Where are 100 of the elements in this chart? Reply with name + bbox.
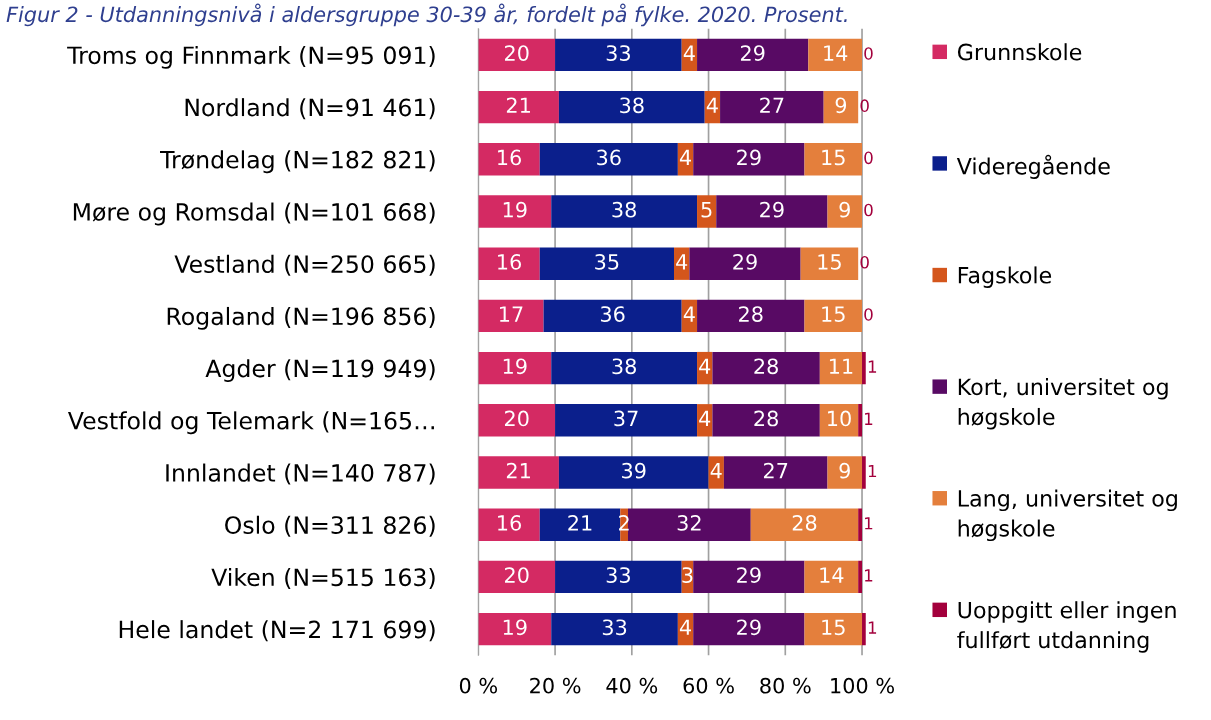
bar: [478, 90, 559, 124]
y-tick-label: Vestfold og Telemark (N=165…: [67, 411, 434, 435]
bar: [693, 612, 805, 646]
legend-label: Uoppgitt eller ingen fullført utdanning: [957, 601, 1176, 653]
data-label: 19: [503, 201, 527, 218]
bar: [712, 351, 820, 385]
bar: [804, 560, 859, 594]
data-label: 38: [620, 97, 644, 114]
bar: [543, 299, 682, 333]
data-label: 37: [614, 410, 638, 427]
bar: [819, 351, 863, 385]
bar: [697, 38, 809, 72]
bar: [478, 612, 552, 646]
data-label: 5: [701, 202, 712, 218]
data-label: 15: [822, 619, 845, 636]
data-label: 15: [818, 254, 841, 270]
data-label: 29: [737, 619, 761, 636]
data-label: 4: [706, 97, 718, 113]
bar: [804, 299, 863, 333]
y-tick-label: Nordland (N=91 461): [185, 98, 435, 120]
data-label: 16: [498, 149, 521, 166]
data-label: 29: [737, 567, 761, 583]
bar: [808, 38, 863, 72]
x-tick-label: 60 %: [683, 677, 734, 694]
data-label: 36: [600, 306, 625, 322]
data-label: 33: [602, 619, 627, 636]
legend-label: Videregående: [956, 154, 1110, 179]
bar: [720, 90, 824, 124]
data-label: 9: [839, 201, 850, 218]
x-tick-label: 40 %: [606, 677, 658, 694]
bar: [551, 195, 698, 228]
data-label: 3: [682, 567, 693, 583]
data-label: 0: [864, 151, 873, 165]
data-label: 15: [822, 149, 845, 166]
x-tick-label: 20 %: [530, 677, 581, 694]
bar: [551, 351, 698, 385]
chart-title: Figur 2 - Utdanningsnivå i aldersgruppe 30-39 år, fordelt på fylke. 2020. Prosent.: [6, 3, 847, 27]
data-label: 21: [568, 514, 592, 531]
data-label: 27: [760, 97, 784, 113]
data-label: 28: [739, 306, 763, 322]
data-label: 33: [606, 567, 630, 583]
bar: [858, 404, 863, 437]
data-label: 4: [683, 306, 695, 322]
bar: [478, 560, 556, 594]
data-label: 4: [676, 254, 688, 270]
data-label: 11: [829, 358, 853, 374]
bar: [539, 247, 675, 280]
bar: [555, 560, 682, 594]
data-label: 29: [733, 253, 757, 270]
bar: [478, 195, 552, 228]
data-label: 4: [699, 410, 711, 427]
data-label: 32: [677, 514, 701, 531]
x-tick-label: 0 %: [459, 677, 498, 694]
data-label: 0: [864, 308, 873, 321]
data-label: 0: [860, 99, 869, 112]
bar: [827, 456, 863, 489]
bar: [478, 404, 556, 437]
data-label: 16: [498, 514, 521, 531]
data-label: 4: [699, 358, 711, 374]
x-tick-label: 100 %: [831, 677, 894, 694]
legend-label: Kort, universitet og høgskole: [958, 378, 1168, 430]
bar: [858, 560, 863, 594]
data-label: 19: [503, 358, 527, 375]
bar: [478, 456, 559, 489]
data-label: 10: [828, 410, 851, 427]
data-label: 35: [595, 253, 619, 270]
x-tick-label: 80 %: [760, 677, 811, 694]
bar: [478, 38, 556, 72]
bar: [689, 247, 801, 280]
data-label: 1: [868, 464, 877, 478]
data-label: 4: [710, 463, 722, 479]
data-label: 38: [612, 358, 636, 375]
y-tick-label: Møre og Romsdal (N=101 668): [73, 202, 435, 226]
bar: [723, 456, 828, 489]
bar: [693, 143, 805, 176]
bar: [555, 404, 698, 437]
bar: [478, 143, 540, 176]
bar: [558, 90, 705, 124]
data-label: 19: [503, 619, 527, 636]
y-tick-label: Vestland (N=250 665): [174, 254, 435, 276]
legend-label: Grunnskole: [957, 43, 1082, 61]
data-label: 38: [612, 201, 636, 218]
legend-label: Fagskole: [958, 266, 1052, 288]
data-label: 28: [754, 410, 778, 427]
bar: [750, 508, 859, 541]
y-tick-label: Innlandet (N=140 787): [166, 463, 435, 485]
y-tick-label: Trøndelag (N=182 821): [160, 150, 435, 174]
data-label: 16: [498, 253, 521, 270]
bar: [551, 612, 678, 646]
data-label: 1: [868, 360, 877, 373]
data-label: 29: [740, 45, 765, 61]
bar: [478, 508, 540, 541]
y-tick-label: Rogaland (N=196 856): [167, 306, 435, 330]
data-label: 1: [865, 412, 873, 425]
bar: [555, 38, 682, 72]
data-label: 28: [792, 514, 817, 531]
bar: [712, 404, 820, 437]
bar: [693, 560, 805, 594]
data-label: 29: [737, 149, 761, 166]
data-label: 17: [499, 306, 523, 322]
